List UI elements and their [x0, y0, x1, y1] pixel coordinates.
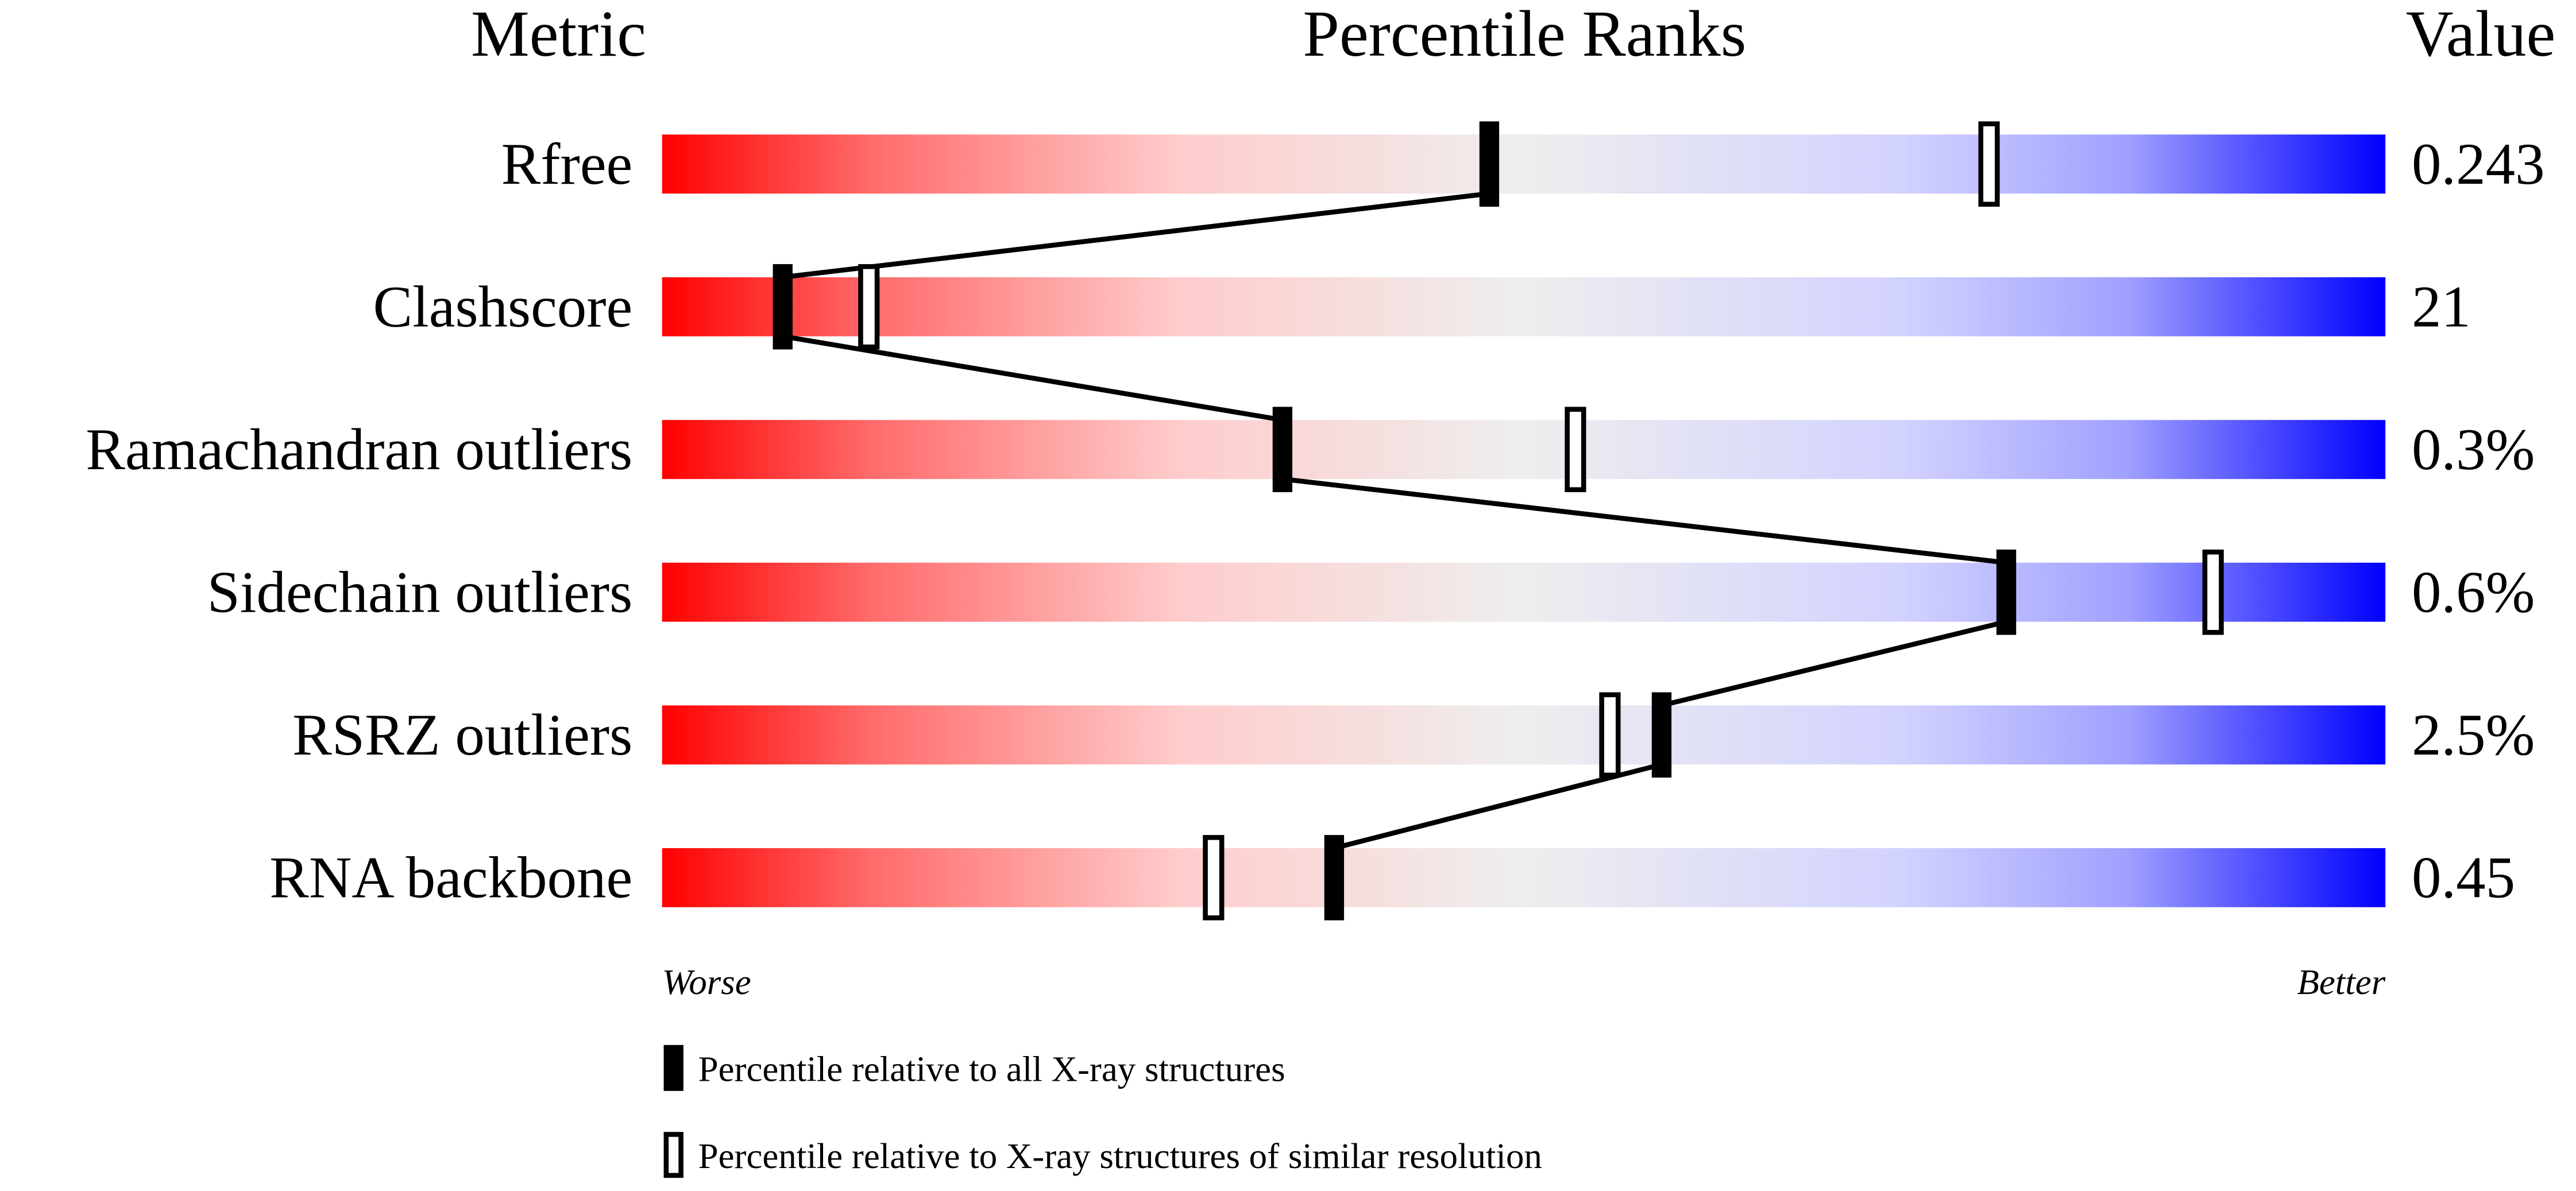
legend-swatch — [663, 1132, 683, 1178]
metric-label: Clashscore — [373, 274, 632, 340]
metric-value: 0.3% — [2412, 417, 2535, 482]
metric-label: RNA backbone — [269, 845, 632, 911]
percentile-bar — [662, 848, 2386, 907]
metric-label: Sidechain outliers — [207, 560, 633, 625]
percentile-marker-similar — [1978, 121, 2000, 207]
percentile-bar — [662, 705, 2386, 765]
metric-value: 21 — [2412, 274, 2471, 340]
percentile-bar — [662, 562, 2386, 622]
connector-line — [1333, 762, 1663, 851]
percentile-marker-similar — [1599, 692, 1621, 778]
metric-value: 2.5% — [2412, 702, 2535, 768]
axis-end-worse: Worse — [662, 962, 751, 1002]
header-value: Value — [2406, 0, 2555, 70]
percentile-marker-all — [1651, 692, 1672, 778]
header-percentile: Percentile Ranks — [1303, 0, 1746, 70]
metric-label: RSRZ outliers — [292, 702, 632, 768]
metric-label: Ramachandran outliers — [86, 417, 632, 482]
connector-line — [1282, 476, 2007, 566]
metric-value: 0.6% — [2412, 560, 2535, 625]
percentile-marker-similar — [1565, 407, 1586, 493]
percentile-marker-all — [1324, 835, 1345, 921]
metric-value: 0.45 — [2412, 845, 2515, 911]
percentile-marker-all — [1996, 550, 2017, 635]
percentile-bar — [662, 420, 2386, 480]
percentile-marker-similar — [1203, 835, 1225, 921]
header-metric: Metric — [471, 0, 646, 70]
percentile-marker-similar — [2202, 550, 2224, 635]
connector-line — [782, 334, 1283, 423]
percentile-marker-similar — [858, 264, 880, 350]
metric-label: Rfree — [501, 132, 633, 197]
connector-line — [782, 191, 1490, 280]
percentile-marker-all — [773, 264, 793, 350]
percentile-marker-all — [1272, 407, 1293, 493]
connector-line — [1660, 619, 2007, 708]
legend-label: Percentile relative to X-ray structures … — [698, 1136, 1542, 1176]
legend-label: Percentile relative to all X-ray structu… — [698, 1049, 1285, 1089]
legend-swatch — [663, 1045, 683, 1091]
axis-end-better: Better — [2297, 962, 2385, 1002]
metric-value: 0.243 — [2412, 132, 2545, 197]
percentile-marker-all — [1479, 121, 1500, 207]
percentile-bar — [662, 277, 2386, 337]
percentile-bar — [662, 134, 2386, 194]
